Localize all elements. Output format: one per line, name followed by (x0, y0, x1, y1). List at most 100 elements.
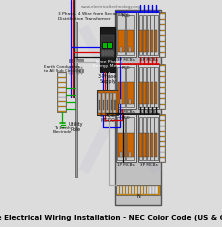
Bar (111, 100, 112, 110)
Circle shape (102, 50, 104, 55)
Circle shape (111, 50, 113, 55)
Bar (126, 67, 134, 107)
Text: Utility
Pole: Utility Pole (69, 122, 83, 132)
Bar (129, 99, 131, 104)
Bar (100, 27, 115, 72)
Bar (81, 67, 82, 74)
Bar (139, 67, 142, 107)
Bar (160, 47, 165, 52)
Bar (143, 82, 146, 104)
Bar (118, 133, 125, 157)
Text: www.electricaltechnology.org: www.electricaltechnology.org (81, 5, 141, 9)
Bar (117, 15, 125, 55)
Bar (160, 72, 165, 76)
Bar (147, 30, 149, 52)
Text: 5 Pole
MCCO: 5 Pole MCCO (100, 113, 115, 123)
Bar (101, 35, 114, 57)
Bar (127, 133, 134, 157)
Bar (160, 142, 165, 146)
Bar (151, 82, 153, 104)
Bar (117, 186, 119, 194)
Bar (98, 93, 101, 113)
Bar (126, 15, 134, 55)
Bar (160, 114, 165, 162)
Bar (132, 186, 134, 194)
Bar (135, 186, 137, 194)
Bar (78, 67, 79, 74)
Bar (103, 100, 104, 110)
Bar (58, 88, 65, 92)
Bar (147, 186, 149, 194)
Text: N: N (136, 195, 140, 200)
Bar (58, 78, 65, 82)
Bar (155, 67, 158, 107)
Bar (143, 133, 146, 157)
Bar (160, 158, 165, 162)
Circle shape (108, 50, 110, 55)
Bar (58, 102, 65, 106)
Bar (109, 93, 113, 113)
Bar (58, 73, 65, 77)
Bar (139, 133, 142, 157)
Bar (116, 64, 136, 109)
Text: 1P MCBs: 1P MCBs (117, 163, 135, 167)
Bar (99, 100, 100, 110)
Bar (139, 117, 142, 160)
Bar (147, 133, 149, 157)
Bar (127, 82, 134, 104)
Bar (160, 152, 165, 157)
Bar (58, 97, 65, 101)
Bar (147, 67, 150, 107)
Bar (160, 131, 165, 136)
Bar (113, 93, 116, 113)
Bar (115, 10, 161, 205)
Bar (160, 82, 165, 87)
Text: 5P MCBs: 5P MCBs (140, 110, 157, 114)
Bar (160, 30, 165, 35)
Text: RCD: RCD (122, 66, 131, 70)
Bar (116, 12, 136, 57)
Bar (97, 90, 118, 115)
Bar (143, 67, 146, 107)
Text: Three Phase
Energy Meter: Three Phase Energy Meter (93, 60, 122, 68)
Bar (151, 67, 154, 107)
Bar (160, 137, 165, 141)
Text: 3P MCBs: 3P MCBs (140, 163, 157, 167)
Bar (160, 20, 165, 24)
Bar (58, 107, 65, 111)
Bar (138, 12, 159, 57)
Bar (126, 117, 134, 160)
Bar (160, 42, 165, 46)
Bar (118, 82, 125, 104)
Bar (160, 88, 165, 92)
Text: 3P MCBs: 3P MCBs (117, 110, 135, 114)
Bar (151, 133, 153, 157)
Bar (160, 25, 165, 30)
Bar (118, 30, 125, 52)
Bar (129, 186, 131, 194)
Bar (120, 152, 122, 157)
Bar (160, 99, 165, 104)
Bar (139, 82, 142, 104)
Bar (155, 117, 158, 160)
Bar (69, 67, 71, 74)
Bar (58, 83, 65, 87)
Bar (75, 22, 77, 177)
Bar (105, 43, 107, 48)
Bar (155, 15, 158, 55)
Bar (117, 117, 125, 160)
Bar (160, 147, 165, 152)
Bar (151, 30, 153, 52)
Bar (147, 117, 150, 160)
Bar (147, 82, 149, 104)
Bar (144, 186, 146, 194)
Bar (141, 186, 143, 194)
Text: 3P MCBs: 3P MCBs (117, 58, 135, 62)
Bar (123, 186, 125, 194)
Text: Earth Conductors
to All Sub Circuits: Earth Conductors to All Sub Circuits (44, 65, 80, 73)
Bar (138, 186, 140, 194)
Bar (138, 114, 159, 162)
Bar (151, 15, 154, 55)
Bar (72, 67, 73, 74)
Bar (110, 43, 112, 48)
